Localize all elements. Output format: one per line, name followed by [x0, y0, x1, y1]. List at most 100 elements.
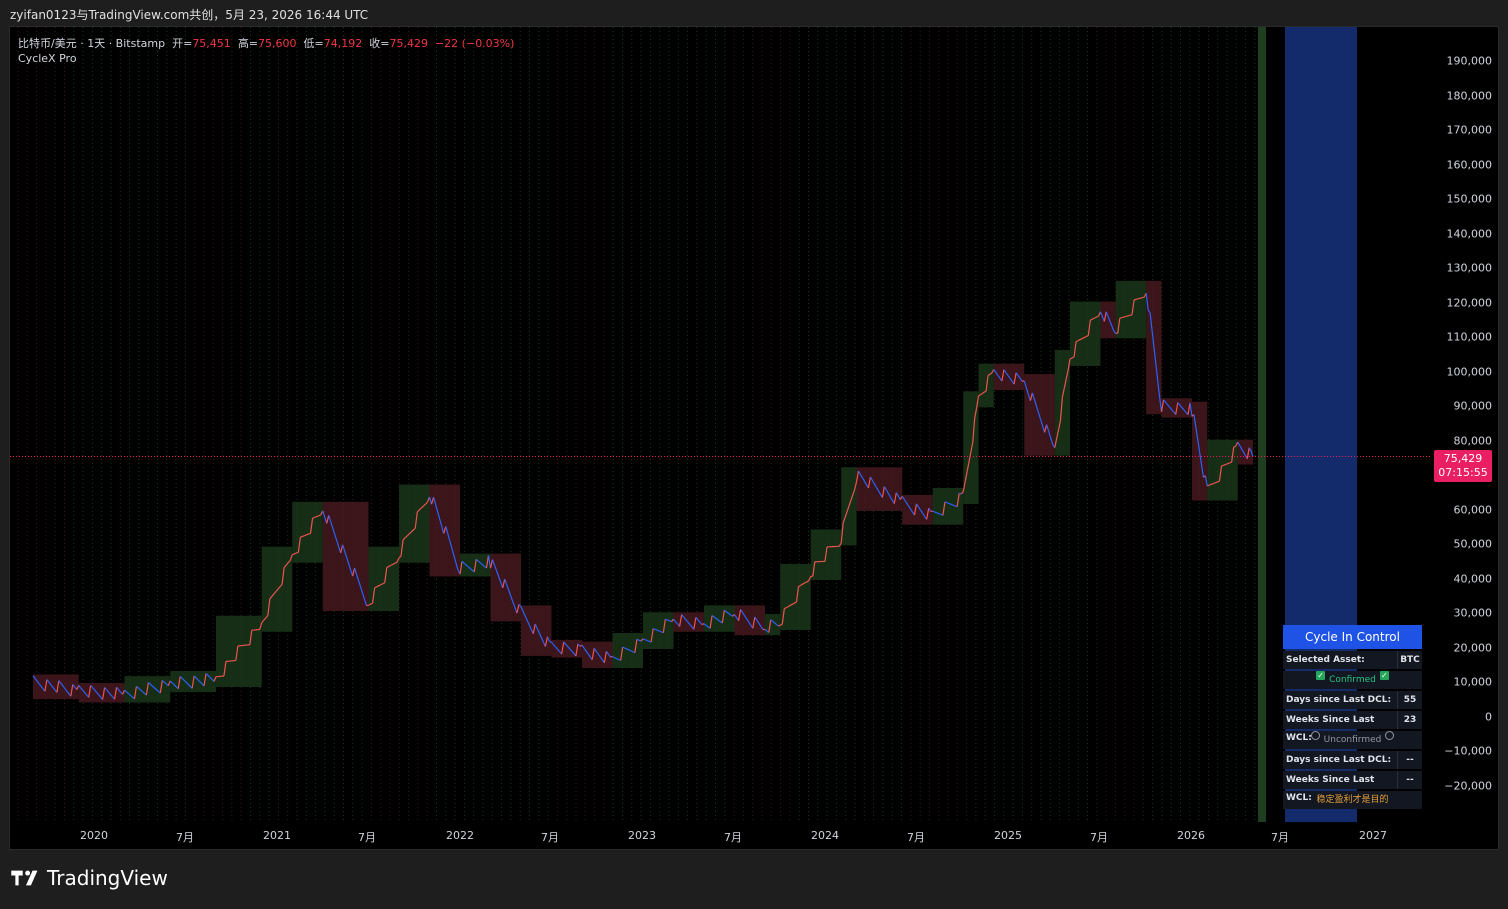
price-line-segment: [934, 511, 938, 514]
price-line-segment: [140, 689, 143, 693]
price-line-segment: [786, 605, 789, 609]
price-line-segment: [344, 550, 348, 558]
price-line-segment: [784, 607, 787, 610]
price-line-segment: [551, 642, 554, 646]
price-line-segment: [1069, 357, 1073, 360]
price-line-segment: [1177, 402, 1181, 406]
price-line-segment: [812, 561, 816, 577]
price-line-segment: [794, 601, 797, 604]
price-line-segment: [1157, 380, 1161, 398]
price-line-segment: [271, 593, 275, 597]
price-line-segment: [569, 648, 573, 652]
price-line-segment: [1171, 409, 1175, 413]
price-line-segment: [1071, 356, 1075, 359]
price-line-segment: [1193, 414, 1197, 428]
price-line-segment: [1200, 464, 1205, 478]
price-line-segment: [597, 653, 601, 658]
price-line-segment: [622, 646, 625, 649]
price-line-segment: [889, 496, 893, 501]
price-line-segment: [599, 656, 603, 661]
price-line-segment: [269, 595, 273, 600]
price-line-segment: [861, 477, 865, 482]
price-line-segment: [116, 686, 119, 691]
price-line-segment: [124, 689, 127, 693]
price-line-segment: [388, 564, 392, 567]
price-line-segment: [1035, 405, 1040, 413]
price-line-segment: [1215, 481, 1218, 484]
price-line-segment: [473, 559, 477, 572]
price-line-segment: [443, 526, 447, 534]
price-line-segment: [463, 562, 467, 566]
price-line-segment: [673, 618, 676, 623]
price-line-segment: [770, 619, 774, 622]
price-line-segment: [728, 612, 731, 616]
price-line-segment: [926, 508, 930, 520]
price-axis[interactable]: 190,000 180,000 170,000 160,000 150,000 140,0…: [1430, 27, 1498, 849]
price-line-segment: [689, 623, 693, 628]
price-line-segment: [416, 509, 420, 513]
price-line-segment: [1103, 311, 1107, 322]
price-tick-label: 0: [1485, 710, 1492, 724]
price-line-segment: [294, 552, 297, 555]
price-line-segment: [1139, 297, 1143, 299]
price-line-segment: [730, 614, 733, 617]
price-line-segment: [1223, 463, 1226, 466]
price-line-segment: [110, 694, 114, 698]
price-tick-label: 90,000: [1453, 399, 1493, 413]
price-line-segment: [70, 684, 74, 697]
price-line-segment: [359, 586, 364, 594]
price-line-segment: [1037, 412, 1042, 420]
indicator-name[interactable]: CycleX Pro: [18, 52, 77, 65]
time-tick-label: 2024: [811, 829, 839, 842]
price-line-segment: [715, 618, 719, 621]
price-line-segment: [346, 557, 350, 564]
price-line-segment: [774, 622, 777, 625]
price-line-segment: [640, 638, 644, 642]
future-projection-zone: [1285, 27, 1357, 822]
price-line-segment: [693, 617, 697, 630]
price-line-segment: [508, 590, 512, 597]
price-line-segment: [199, 681, 203, 685]
price-line-segment: [414, 511, 418, 529]
price-line-segment: [918, 506, 922, 511]
price-line-segment: [873, 483, 877, 488]
price-line-segment: [944, 501, 948, 504]
price-line-segment: [461, 560, 465, 564]
price-line-segment: [549, 640, 552, 643]
price-line-segment: [1149, 312, 1153, 330]
price-line-segment: [1117, 318, 1121, 334]
price-line-segment: [308, 532, 311, 535]
price-line-segment: [223, 661, 227, 677]
time-tick-label: 2027: [1359, 829, 1387, 842]
price-line-segment: [133, 686, 138, 699]
time-tick-label: 2021: [263, 829, 291, 842]
open-value: 75,451: [192, 37, 231, 50]
tradingview-logo-icon: [11, 870, 38, 886]
price-line-segment: [989, 372, 993, 375]
price-line-segment: [136, 685, 139, 689]
price-line-segment: [981, 391, 985, 395]
price-line-segment: [1153, 346, 1157, 364]
bull-cycle-zone: [612, 633, 643, 668]
price-chart[interactable]: [10, 27, 1498, 849]
price-line-segment: [118, 689, 121, 693]
price-line-segment: [153, 687, 157, 690]
price-line-segment: [852, 489, 856, 496]
price-line-segment: [705, 624, 709, 628]
price-line-segment: [402, 537, 406, 541]
price-line-segment: [662, 619, 666, 633]
price-line-segment: [915, 503, 920, 508]
tradingview-footer[interactable]: TradingView: [11, 866, 168, 890]
chart-pane[interactable]: 比特币/美元 · 1天 · Bitstamp 开=75,451 高=75,600…: [9, 26, 1499, 850]
symbol-label[interactable]: 比特币/美元 · 1天 · Bitstamp: [18, 37, 166, 50]
bull-cycle-zone: [1115, 280, 1147, 339]
price-tick-label: 10,000: [1453, 675, 1493, 689]
price-line-segment: [1250, 450, 1254, 457]
price-line-segment: [792, 602, 795, 605]
price-line-segment: [1227, 462, 1230, 465]
price-line-segment: [510, 595, 514, 602]
price-line-segment: [1142, 296, 1145, 299]
price-line-segment: [885, 489, 889, 494]
price-line-segment: [657, 629, 660, 632]
price-line-segment: [80, 687, 84, 691]
